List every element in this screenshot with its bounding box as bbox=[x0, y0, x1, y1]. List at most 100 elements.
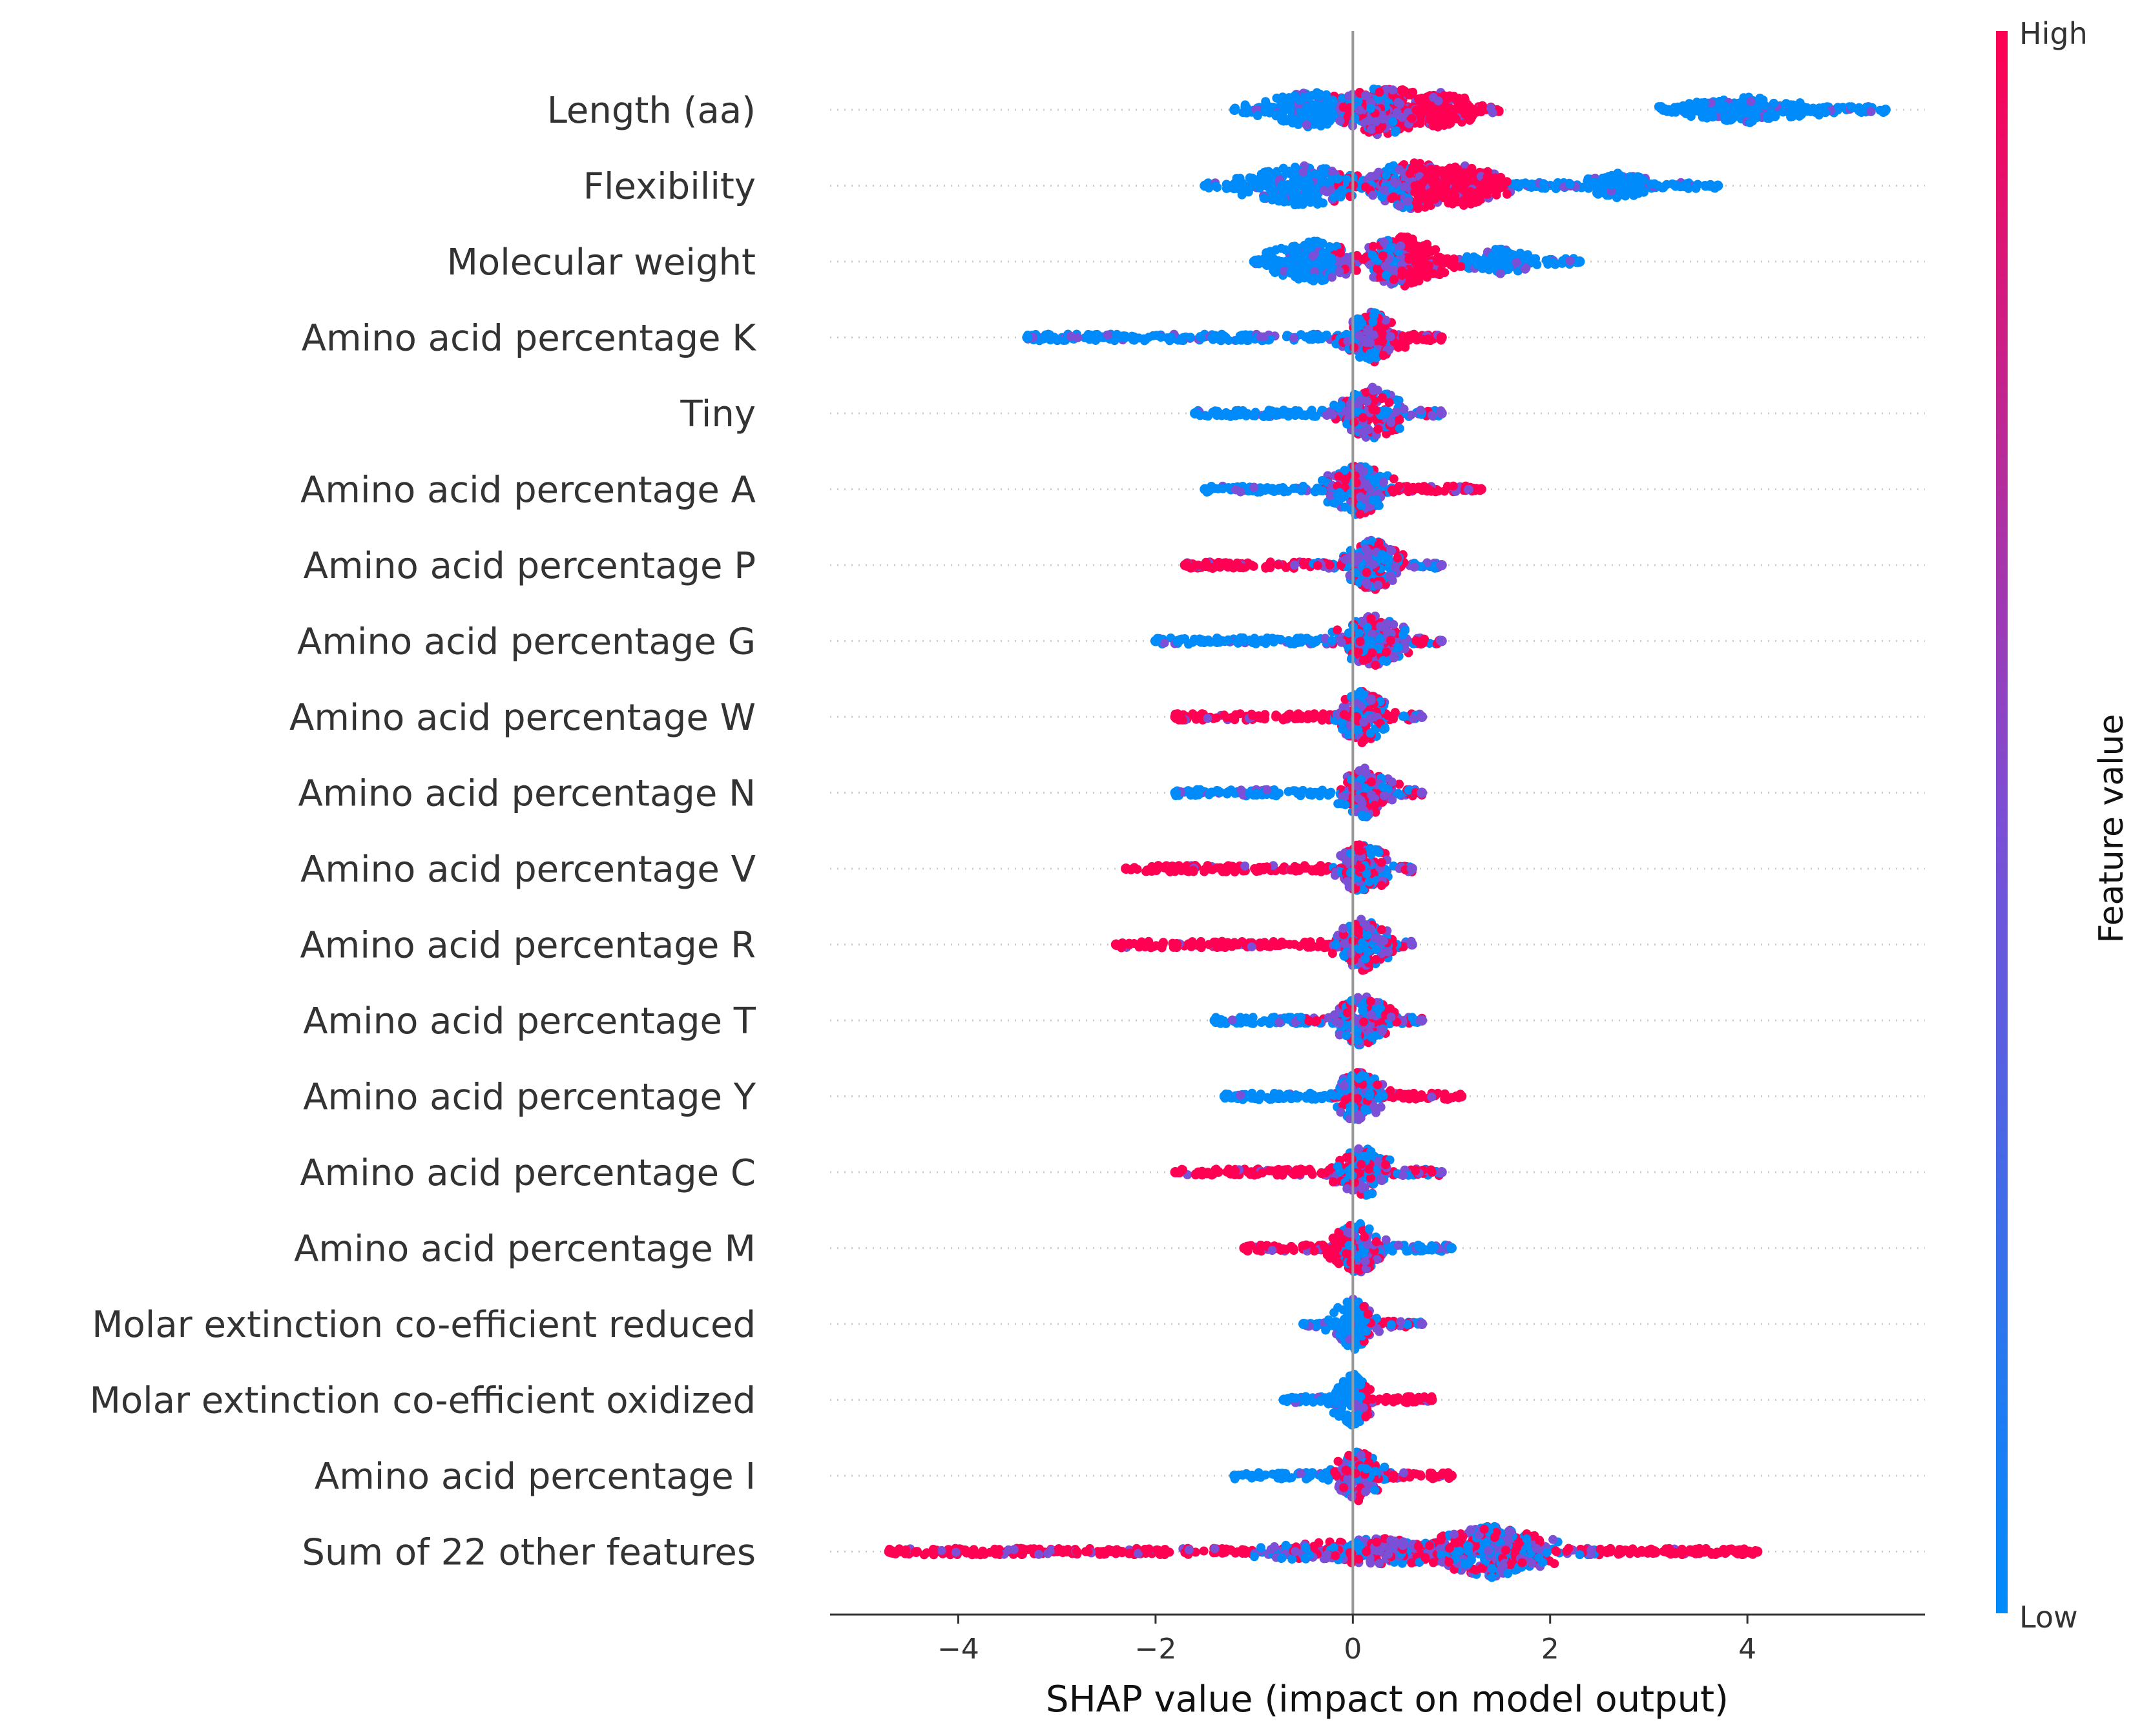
shap-point bbox=[1409, 277, 1419, 287]
feature-points bbox=[1170, 687, 1428, 747]
shap-point bbox=[1692, 181, 1701, 191]
shap-point bbox=[1663, 107, 1672, 116]
shap-point bbox=[1448, 481, 1458, 491]
shap-point bbox=[1317, 716, 1327, 725]
shap-point bbox=[1139, 336, 1149, 346]
shap-point bbox=[1389, 178, 1399, 187]
shap-point bbox=[1279, 409, 1289, 419]
shap-point bbox=[1381, 271, 1391, 280]
shap-point bbox=[1289, 187, 1298, 196]
shap-point bbox=[1409, 331, 1419, 340]
shap-point bbox=[1393, 553, 1402, 563]
shap-point bbox=[1295, 96, 1305, 105]
shap-point bbox=[1639, 187, 1648, 197]
shap-point bbox=[1190, 408, 1200, 418]
shap-point bbox=[1274, 486, 1284, 495]
shap-point bbox=[1419, 335, 1428, 344]
shap-point bbox=[1393, 98, 1403, 107]
shap-point bbox=[1296, 108, 1306, 118]
shap-point bbox=[1767, 107, 1776, 117]
shap-point bbox=[1298, 167, 1308, 177]
shap-point bbox=[1701, 112, 1711, 121]
shap-point bbox=[1362, 568, 1371, 577]
shap-point bbox=[1444, 198, 1453, 208]
shap-point bbox=[1290, 786, 1300, 796]
shap-point bbox=[1377, 327, 1387, 336]
shap-point bbox=[1390, 708, 1400, 718]
shap-point bbox=[1397, 232, 1406, 242]
shap-point bbox=[1367, 250, 1377, 260]
shap-point bbox=[1357, 738, 1367, 747]
shap-point bbox=[1245, 173, 1254, 183]
shap-point bbox=[1372, 264, 1382, 273]
shap-point bbox=[1525, 254, 1535, 264]
shap-point bbox=[1325, 560, 1335, 570]
shap-point bbox=[1368, 317, 1378, 327]
shap-point bbox=[1436, 107, 1446, 116]
shap-point bbox=[1379, 237, 1389, 247]
shap-point bbox=[1378, 114, 1388, 124]
shap-point bbox=[1245, 789, 1254, 799]
shap-point bbox=[1203, 636, 1212, 646]
shap-point bbox=[1238, 563, 1248, 573]
shap-point bbox=[1456, 262, 1466, 271]
shap-point bbox=[1377, 550, 1387, 559]
shap-point bbox=[1354, 646, 1364, 656]
shap-point bbox=[1306, 410, 1316, 420]
shap-point bbox=[1521, 264, 1531, 273]
shap-point bbox=[1512, 258, 1521, 267]
feature-label: Flexibility bbox=[583, 166, 756, 208]
shap-point bbox=[1191, 636, 1200, 646]
shap-point bbox=[1304, 710, 1313, 719]
shap-point bbox=[1416, 406, 1426, 415]
shap-point bbox=[1335, 267, 1344, 276]
shap-point bbox=[1253, 111, 1262, 120]
shap-point bbox=[1470, 108, 1479, 118]
shap-point bbox=[1200, 484, 1211, 495]
shap-point bbox=[1300, 636, 1310, 645]
shap-point bbox=[1789, 100, 1798, 110]
shap-point bbox=[1327, 636, 1336, 645]
shap-point bbox=[1782, 99, 1791, 108]
shap-point bbox=[1453, 197, 1462, 207]
shap-point bbox=[1445, 168, 1455, 178]
shap-point bbox=[1318, 110, 1328, 120]
shap-point bbox=[1285, 268, 1295, 278]
shap-point bbox=[1330, 498, 1340, 508]
shap-point bbox=[1418, 265, 1428, 275]
shap-point bbox=[1436, 408, 1447, 418]
shap-point bbox=[1428, 411, 1437, 420]
shap-point bbox=[1289, 561, 1299, 570]
shap-point bbox=[1492, 254, 1502, 264]
feature-row: Length (aa) bbox=[547, 84, 1925, 140]
shap-point bbox=[1235, 174, 1245, 183]
shap-point bbox=[1308, 251, 1318, 261]
feature-row: Flexibility bbox=[583, 158, 1925, 213]
shap-point bbox=[1379, 477, 1388, 487]
shap-point bbox=[1260, 105, 1270, 115]
shap-point bbox=[1309, 273, 1319, 283]
shap-point bbox=[1319, 186, 1329, 195]
shap-point bbox=[1298, 785, 1307, 795]
shap-point bbox=[1380, 656, 1390, 666]
shap-point bbox=[1172, 637, 1182, 646]
feature-points bbox=[1170, 763, 1428, 822]
shap-point bbox=[1720, 112, 1729, 121]
shap-point bbox=[1289, 333, 1299, 343]
shap-point bbox=[1243, 331, 1253, 340]
shap-point bbox=[1350, 690, 1360, 699]
shap-point bbox=[1526, 181, 1536, 191]
feature-points bbox=[1200, 461, 1486, 519]
shap-point bbox=[1433, 486, 1443, 496]
shap-point bbox=[1170, 712, 1181, 722]
shap-point bbox=[1679, 181, 1689, 191]
shap-point bbox=[1327, 273, 1336, 282]
shap-point bbox=[1866, 107, 1876, 116]
shap-point bbox=[1760, 101, 1770, 110]
shap-point bbox=[1355, 552, 1364, 562]
shap-point bbox=[1565, 256, 1575, 265]
shap-point bbox=[1425, 114, 1435, 124]
shap-point bbox=[1371, 661, 1380, 670]
shap-point bbox=[1362, 327, 1372, 336]
